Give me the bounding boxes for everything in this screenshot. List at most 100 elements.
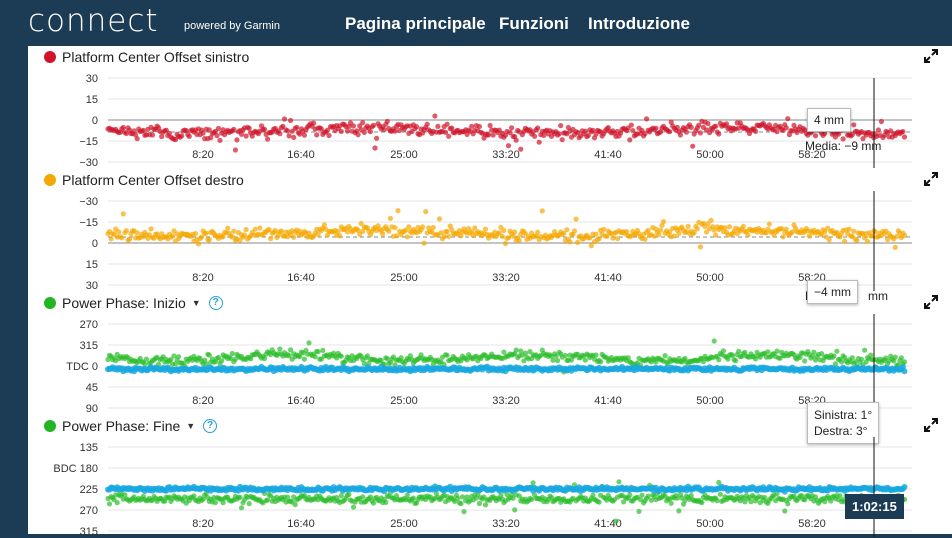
data-point: [242, 232, 248, 238]
data-point-left: [838, 359, 845, 365]
data-point-left: [748, 499, 754, 505]
dropdown-caret-icon[interactable]: ▼: [186, 421, 196, 431]
data-point: [246, 125, 252, 131]
expand-icon[interactable]: [924, 295, 938, 309]
data-point-left: [892, 354, 898, 360]
data-point-left: [627, 492, 633, 498]
chart-panel-pp-end: Power Phase: Fine ▼ ? 135 BDC 180 225 270 31…: [28, 415, 952, 538]
data-point: [513, 137, 519, 143]
data-point-left: [297, 354, 303, 360]
x-tick-label: 33:20: [492, 395, 520, 407]
data-point: [892, 244, 898, 250]
data-point-left: [512, 507, 518, 513]
data-point: [822, 229, 828, 235]
data-point: [585, 132, 591, 138]
data-point-left: [200, 496, 206, 502]
data-point-left: [688, 492, 694, 499]
nav-home[interactable]: Pagina principale: [345, 14, 486, 33]
data-point: [430, 224, 436, 231]
data-point: [360, 228, 366, 234]
data-point: [596, 236, 602, 242]
data-point: [133, 132, 139, 138]
powered-by-garmin: powered by Garmin: [184, 20, 280, 32]
data-point: [413, 124, 420, 130]
data-point: [624, 229, 630, 235]
x-tick-label: 8:20: [192, 272, 213, 284]
connect-logo[interactable]: connect: [28, 3, 159, 39]
data-point-left: [736, 348, 742, 354]
data-point: [593, 231, 599, 237]
data-point: [901, 232, 908, 239]
data-point-left: [286, 353, 292, 359]
data-point-left: [238, 505, 245, 511]
data-point: [449, 227, 455, 233]
help-icon[interactable]: ?: [208, 296, 223, 310]
dropdown-caret-icon[interactable]: ▼: [191, 298, 201, 308]
series-dot-icon: [44, 174, 56, 186]
data-point: [705, 121, 711, 127]
data-point: [862, 235, 868, 241]
data-point-left: [114, 500, 120, 506]
data-point-left: [550, 357, 556, 363]
data-point-left: [350, 504, 357, 510]
data-point: [835, 131, 842, 137]
chart-plot[interactable]: 30 15 0 −15 −30 8:20 16:40 25:00 33:20 41:40 50:00…: [28, 68, 952, 168]
help-icon[interactable]: ?: [203, 419, 218, 433]
data-point: [573, 216, 579, 222]
y-tick-label: 225: [80, 484, 98, 496]
data-point: [482, 226, 489, 232]
chart-title[interactable]: Power Phase: Fine: [62, 418, 181, 434]
expand-icon[interactable]: [924, 418, 938, 432]
chart-title[interactable]: Power Phase: Inizio: [62, 295, 186, 311]
data-point-left: [668, 500, 674, 506]
y-tick-label: −30: [79, 196, 98, 208]
data-point: [601, 226, 607, 232]
data-point: [705, 221, 711, 227]
expand-icon[interactable]: [924, 172, 938, 186]
data-point: [630, 128, 636, 134]
data-point: [618, 130, 624, 136]
data-point-left: [219, 358, 225, 364]
chart-plot[interactable]: −30 −15 0 15 30 8:20 16:40 25:00 33:20 41:40 50:00…: [28, 191, 952, 291]
nav-intro[interactable]: Introduzione: [588, 14, 690, 33]
data-point-left: [320, 347, 326, 353]
data-point: [716, 131, 722, 137]
data-point: [252, 226, 258, 232]
data-point-left: [530, 480, 536, 486]
data-point: [344, 128, 350, 134]
cursor-time-label: 1:02:15: [845, 494, 904, 519]
data-point: [533, 233, 539, 239]
data-point: [374, 135, 380, 141]
data-point: [311, 120, 317, 126]
data-point: [231, 228, 237, 234]
data-point: [842, 238, 848, 244]
data-point: [266, 226, 272, 233]
data-point: [392, 128, 398, 134]
data-point-left: [513, 347, 519, 353]
data-point: [119, 235, 125, 241]
data-point: [291, 234, 297, 240]
data-point-left: [168, 356, 174, 363]
data-point: [834, 229, 840, 235]
data-point-left: [404, 492, 410, 498]
x-tick-label: 8:20: [192, 395, 213, 407]
nav-features[interactable]: Funzioni: [499, 14, 569, 33]
data-point: [318, 126, 324, 132]
data-point: [872, 229, 878, 235]
tooltip-left: Sinistra: 1°: [814, 408, 873, 422]
chart-plot[interactable]: 270 315 TDC 0 45 90 8:20 16:40 25:00 33:20 41:40 5…: [28, 314, 952, 414]
data-point-left: [562, 352, 568, 359]
chart-panel-pco-right: Platform Center Offset destro −30 −15 0 15 3…: [28, 169, 952, 304]
data-point-left: [390, 354, 396, 360]
data-point: [878, 118, 885, 125]
data-point: [321, 222, 327, 228]
data-point-left: [265, 497, 271, 503]
expand-icon[interactable]: [924, 49, 938, 63]
y-tick-label: −15: [79, 136, 98, 148]
data-point: [281, 116, 288, 122]
data-point: [783, 125, 789, 131]
data-point: [556, 131, 562, 137]
data-point: [900, 129, 906, 135]
charts-area: Platform Center Offset sinistro 30 15 0 −15…: [28, 46, 952, 537]
